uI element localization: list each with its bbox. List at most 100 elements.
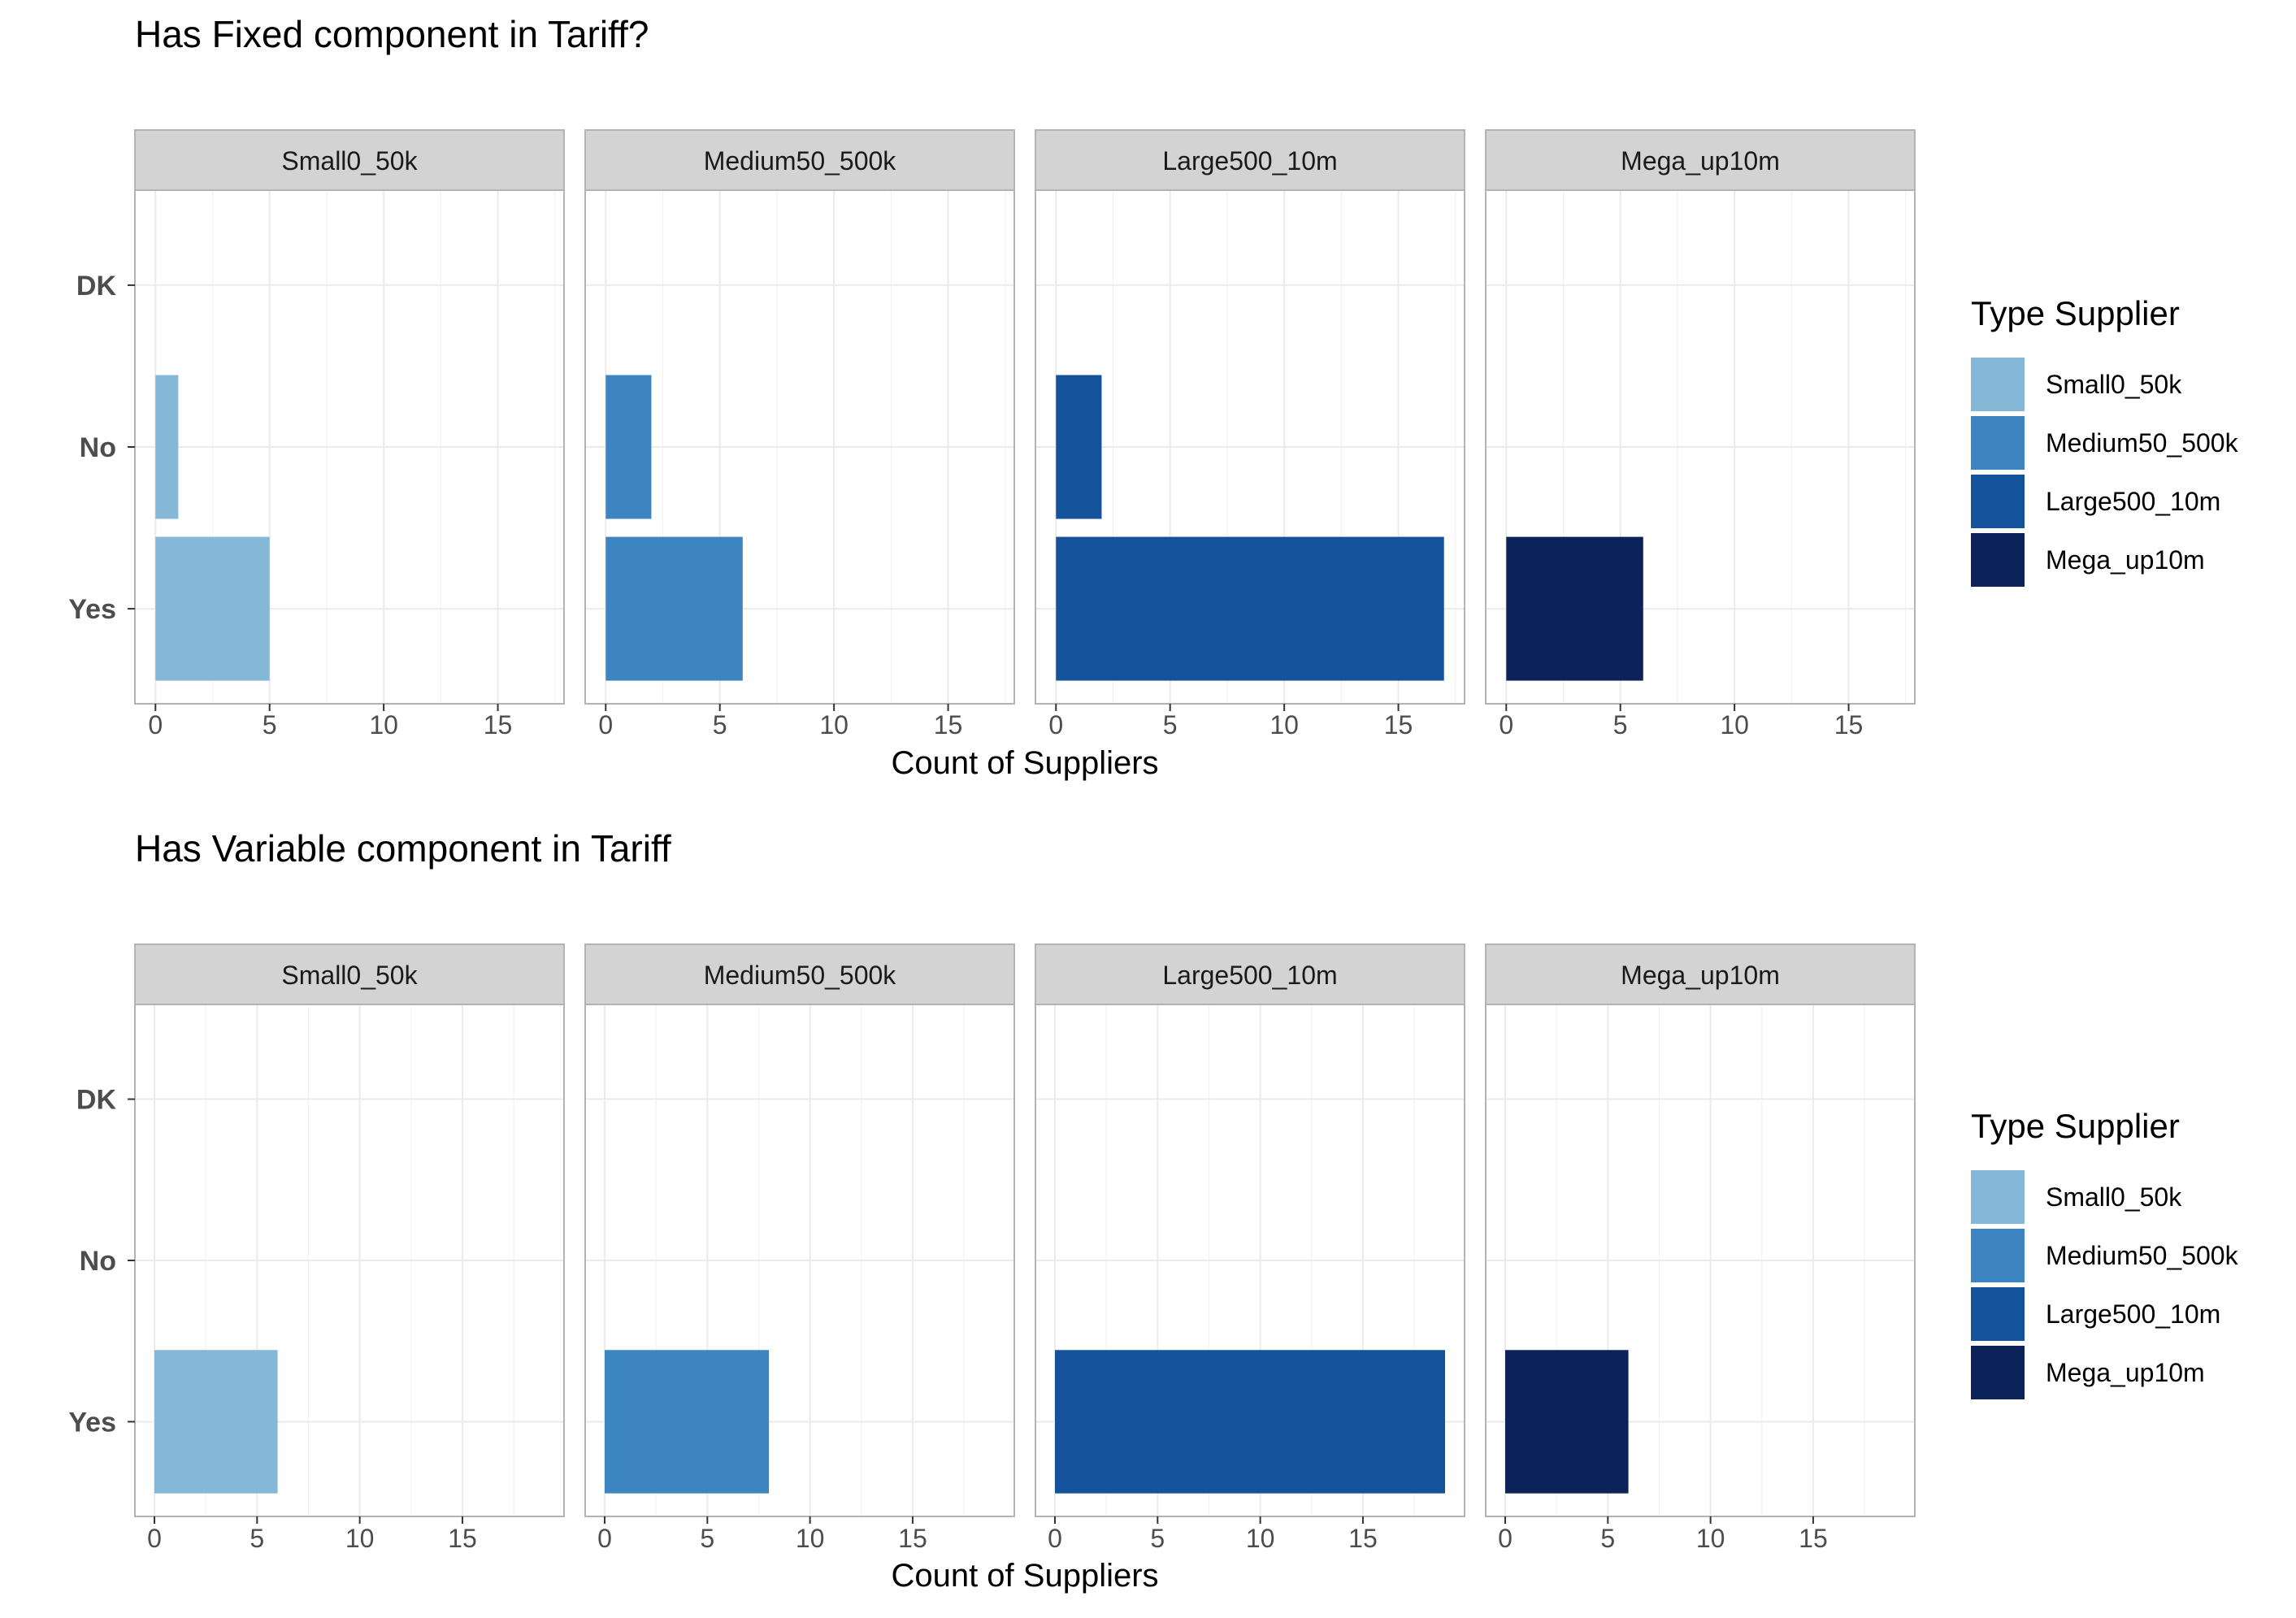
facet-strip-label: Medium50_500k [704,146,897,176]
chart-section-2: Has Variable component in Tariff Small0_5… [68,827,2238,1594]
x-tick-label: 0 [147,1524,162,1553]
facet-strip [1035,129,1465,191]
facet-strip [1485,129,1916,191]
facet-panel-Large500_10m: Large500_10m 0 5 10 15 [1035,129,1465,740]
bar-Large500_10m-Yes [1055,1350,1445,1494]
facet-panel-border [1485,1004,1916,1517]
x-tick-label: 0 [1048,710,1063,740]
x-tick-label: 15 [484,710,513,740]
chart-title: Has Fixed component in Tariff? [135,13,649,55]
bar-Small0_50k-Yes [155,536,270,681]
x-tick-label: 10 [819,710,849,740]
legend-label-Large500_10m: Large500_10m [2046,1299,2220,1329]
x-tick-label: 5 [250,1524,264,1553]
legend-swatch-Small0_50k [1971,358,2025,411]
y-tick-label-Yes: Yes [68,594,116,625]
x-tick-label: 5 [1150,1524,1165,1553]
x-tick-label: 0 [1498,1524,1513,1553]
legend-swatch-Mega_up10m [1971,1346,2025,1399]
x-tick-label: 0 [148,710,163,740]
y-tick-label-No: No [80,432,116,463]
facet-strip [584,943,1015,1005]
facet-panel-Small0_50k: Small0_50k 0 5 10 15 [134,943,565,1553]
x-tick-label: 0 [1499,710,1513,740]
y-tick-label-DK: DK [76,1085,117,1116]
x-tick-label: 15 [448,1524,477,1553]
x-tick-label: 5 [700,1524,714,1553]
facet-panel-Mega_up10m: Mega_up10m 0 5 10 15 [1485,943,1916,1553]
legend-swatch-Mega_up10m [1971,533,2025,587]
legend-swatch-Small0_50k [1971,1170,2025,1224]
facet-panel-Medium50_500k: Medium50_500k 0 5 10 15 [584,129,1015,740]
facet-strip-label: Mega_up10m [1621,146,1780,176]
facet-strip [584,129,1015,191]
x-tick-label: 10 [1270,710,1299,740]
x-tick-label: 15 [1348,1524,1378,1553]
facet-panel-border [1035,189,1465,705]
y-tick-label-Yes: Yes [68,1407,116,1438]
legend-label-Medium50_500k: Medium50_500k [2046,1241,2239,1270]
legend-swatch-Large500_10m [1971,475,2025,528]
facet-panel-border [584,189,1015,705]
legend-label-Small0_50k: Small0_50k [2046,1182,2182,1212]
bar-Small0_50k-No [155,375,179,519]
x-tick-label: 10 [796,1524,825,1553]
legend-title: Type Supplier [1971,294,2180,332]
facet-panel-Large500_10m: Large500_10m 0 5 10 15 [1035,943,1465,1553]
x-tick-label: 15 [1799,1524,1828,1553]
bar-Small0_50k-Yes [154,1350,278,1494]
chart-title: Has Variable component in Tariff [135,827,671,870]
x-tick-label: 5 [1600,1524,1615,1553]
facet-strip [134,129,565,191]
facet-strip-label: Small0_50k [281,146,418,176]
x-axis-title: Count of Suppliers [891,1558,1158,1594]
bar-Medium50_500k-Yes [605,1350,770,1494]
facet-strip-label: Medium50_500k [704,961,897,990]
x-tick-label: 5 [1613,710,1628,740]
y-tick-label-No: No [80,1246,116,1277]
facet-strip [134,943,565,1005]
facet-strip-label: Large500_10m [1162,146,1337,176]
bar-Mega_up10m-Yes [1506,536,1643,681]
bar-Medium50_500k-No [605,375,652,519]
legend-label-Mega_up10m: Mega_up10m [2046,1358,2205,1387]
x-tick-label: 15 [934,710,963,740]
facet-panel-border [584,1004,1015,1517]
legend-label-Mega_up10m: Mega_up10m [2046,545,2205,575]
facet-panel-Medium50_500k: Medium50_500k 0 5 10 15 [584,943,1015,1553]
x-tick-label: 10 [1720,710,1749,740]
facet-strip-label: Mega_up10m [1621,961,1780,990]
facet-panel-Mega_up10m: Mega_up10m 0 5 10 15 [1485,129,1916,740]
x-tick-label: 10 [1696,1524,1725,1553]
x-tick-label: 10 [345,1524,375,1553]
legend-label-Medium50_500k: Medium50_500k [2046,428,2239,458]
chart-section-1: Has Fixed component in Tariff? Small0_50k… [68,13,2238,781]
facet-panel-border [1035,1004,1465,1517]
x-tick-label: 15 [1384,710,1413,740]
bar-Large500_10m-Yes [1056,536,1444,681]
facet-strip-label: Small0_50k [281,961,418,990]
y-tick-label-DK: DK [76,271,117,301]
legend-swatch-Large500_10m [1971,1287,2025,1341]
x-tick-label: 0 [1048,1524,1062,1553]
legend: Type Supplier Small0_50k Medium50_500k Larg… [1971,1107,2239,1399]
x-tick-label: 15 [1834,710,1864,740]
x-tick-label: 10 [1246,1524,1275,1553]
bar-Large500_10m-No [1056,375,1102,519]
legend: Type Supplier Small0_50k Medium50_500k Larg… [1971,294,2239,587]
legend-swatch-Medium50_500k [1971,1229,2025,1282]
facet-panel-Small0_50k: Small0_50k 0 5 10 15 [134,129,565,740]
legend-title: Type Supplier [1971,1107,2180,1145]
x-tick-label: 5 [263,710,277,740]
facet-strip [1485,943,1916,1005]
legend-swatch-Medium50_500k [1971,416,2025,470]
x-tick-label: 5 [713,710,727,740]
legend-label-Small0_50k: Small0_50k [2046,370,2182,399]
facet-strip-label: Large500_10m [1162,961,1337,990]
x-tick-label: 15 [898,1524,927,1553]
x-tick-label: 0 [597,1524,612,1553]
x-tick-label: 5 [1163,710,1178,740]
x-tick-label: 0 [598,710,613,740]
legend-label-Large500_10m: Large500_10m [2046,487,2220,516]
facet-panel-border [1485,189,1916,705]
